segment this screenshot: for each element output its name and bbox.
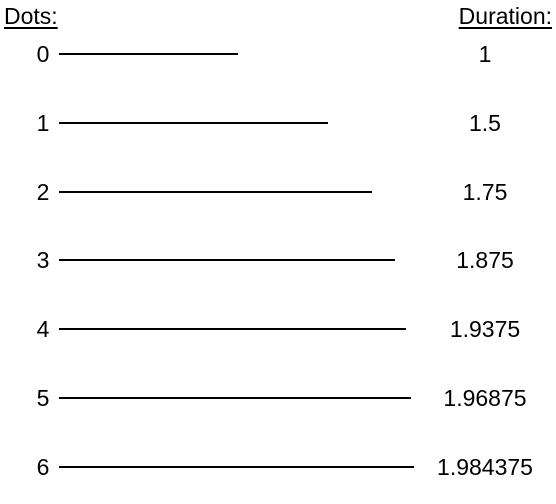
duration-value: 1.9375 xyxy=(449,316,521,343)
duration-line xyxy=(59,328,406,331)
duration-line xyxy=(59,121,328,124)
dots-value: 3 xyxy=(36,247,50,274)
duration-header: Duration: xyxy=(458,3,552,29)
duration-value: 1.984375 xyxy=(437,453,533,480)
duration-line xyxy=(59,53,238,55)
duration-value: 1 xyxy=(478,41,492,67)
dots-value: 1 xyxy=(36,109,50,136)
duration-value: 1.875 xyxy=(456,247,514,274)
duration-line xyxy=(59,465,415,468)
duration-line xyxy=(59,259,395,262)
duration-line xyxy=(59,397,412,399)
duration-line xyxy=(59,190,373,193)
dots-value: 6 xyxy=(36,453,50,480)
duration-value: 1.5 xyxy=(469,109,501,136)
duration-value: 1.75 xyxy=(462,178,508,205)
dots-header: Dots: xyxy=(4,3,58,29)
dots-value: 2 xyxy=(36,178,50,205)
dots-value: 5 xyxy=(36,385,50,411)
dots-value: 4 xyxy=(36,316,50,343)
dots-value: 0 xyxy=(36,41,50,67)
duration-value: 1.96875 xyxy=(443,385,527,411)
